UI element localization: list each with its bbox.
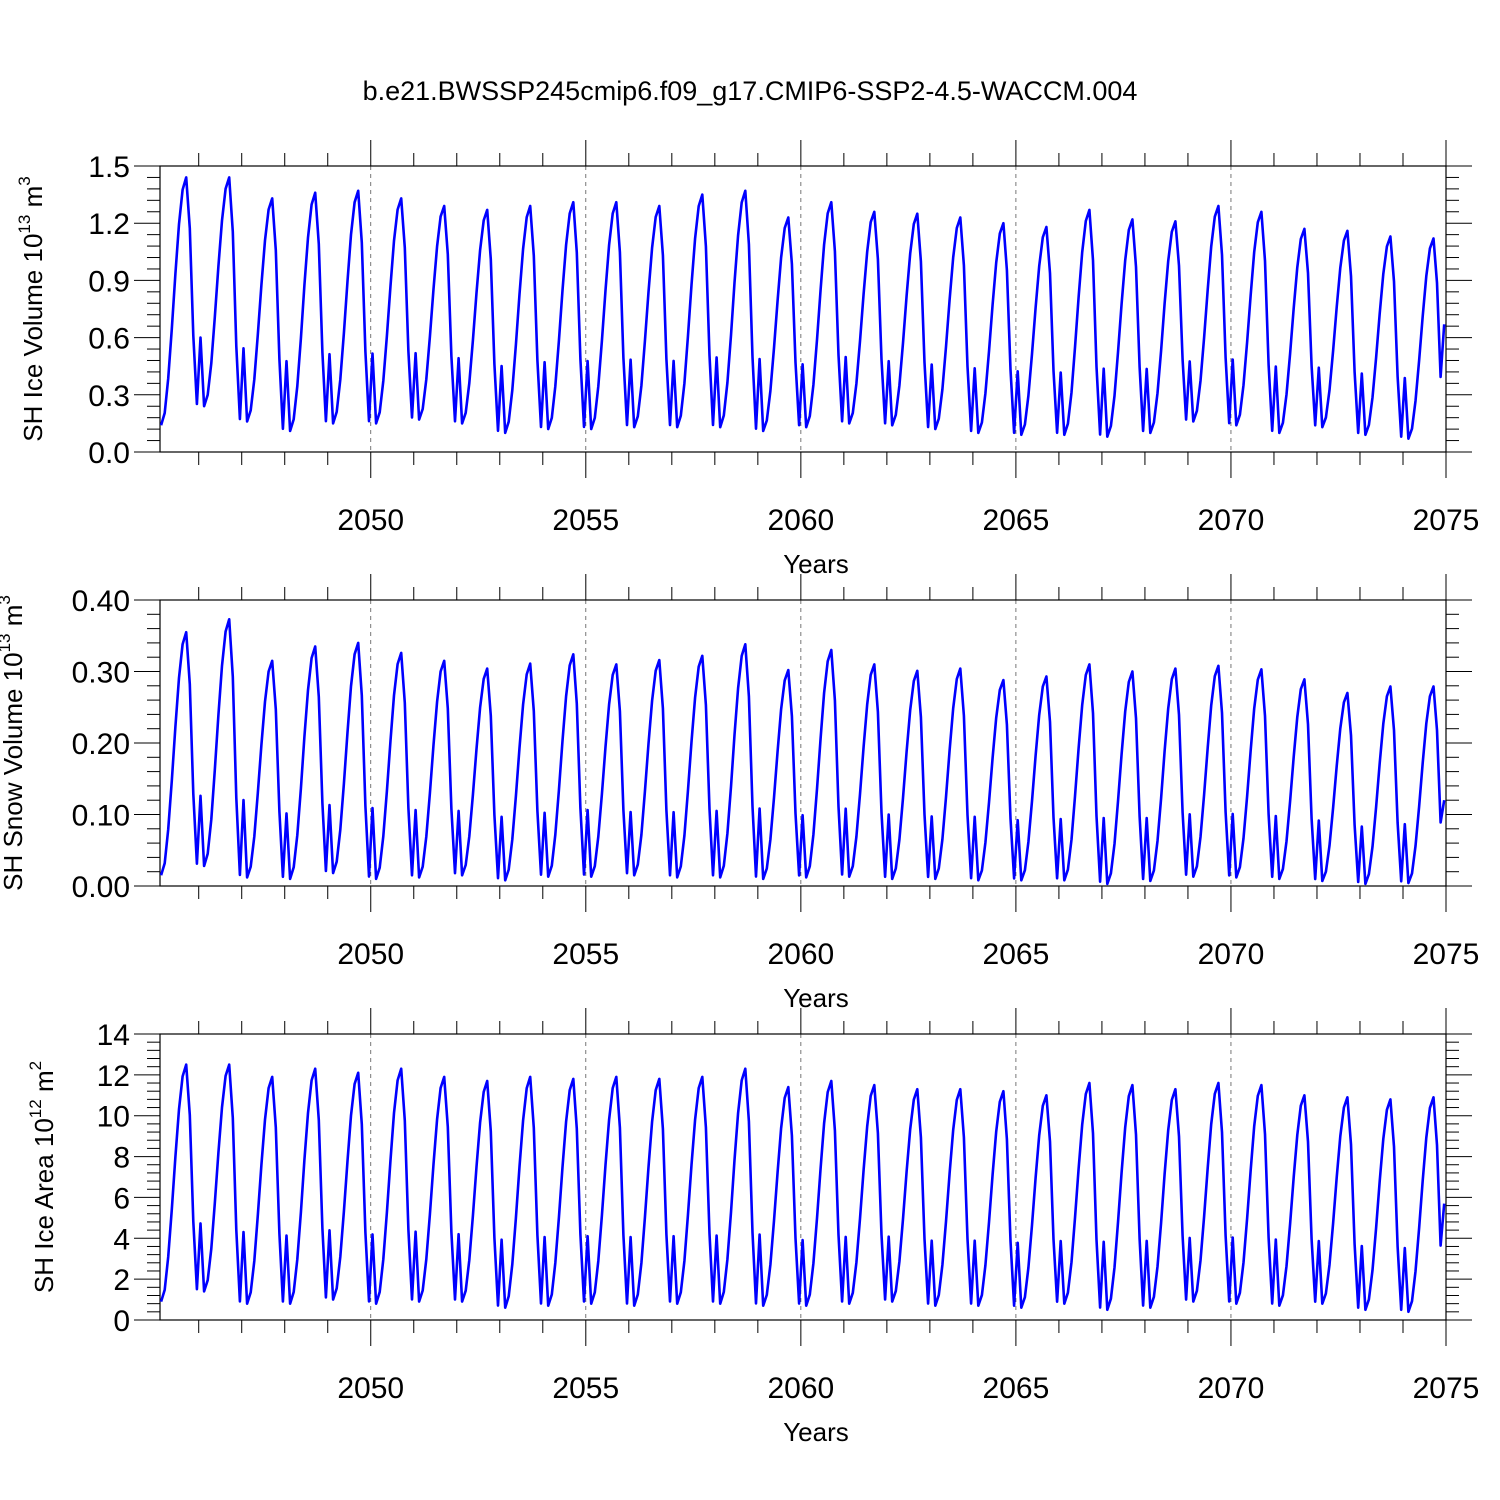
y-tick-label: 0 [113,1305,130,1338]
x-axis-label: Years [783,1417,849,1447]
y-axis-label: SH Snow Volume 1013 m3 [0,595,28,891]
y-axis-label: SH Ice Volume 1013 m3 [15,176,48,441]
y-tick-label: 6 [113,1182,130,1215]
series-line [159,1063,1446,1314]
snow-volume-panel: 0.00 0.10 0.20 0.30 0.40 2050 2055 2060 2065 2070… [0,574,1479,1013]
x-tick-label: 2065 [983,504,1050,537]
x-axis-label: Years [783,549,849,579]
y-tick-label: 0.9 [88,265,130,298]
y-tick-label: 0.40 [72,585,130,618]
ice-area-panel: 0 2 4 6 8 10 12 14 2050 2055 2060 2065 2070 2075 Years… [26,1008,1479,1447]
x-tick-label: 2075 [1413,1372,1480,1405]
x-tick-label: 2055 [552,938,619,971]
x-tick-label: 2070 [1198,504,1265,537]
y-tick-label: 0.3 [88,380,130,413]
ice-volume-panel: 0.0 0.3 0.6 0.9 1.2 1.5 2050 2055 2060 2065 2070 20… [15,140,1479,579]
plot-frame [159,165,1447,453]
y-tick-label: 8 [113,1142,130,1175]
x-tick-label: 2070 [1198,1372,1265,1405]
series-line [159,618,1446,886]
x-tick-label: 2055 [552,1372,619,1405]
x-tick-label: 2075 [1413,938,1480,971]
x-tick-label: 2060 [767,504,834,537]
y-tick-label: 0.00 [72,871,130,904]
x-tick-label: 2065 [983,1372,1050,1405]
x-tick-label: 2075 [1413,504,1480,537]
y-axis-label: SH Ice Area 1012 m2 [26,1061,59,1293]
x-tick-label: 2050 [337,504,404,537]
y-tick-label: 14 [97,1019,130,1052]
series-line [159,176,1446,440]
y-tick-label: 4 [113,1223,130,1256]
y-tick-label: 1.5 [88,151,130,184]
x-tick-label: 2065 [983,938,1050,971]
y-tick-label: 0.30 [72,657,130,690]
y-tick-label: 10 [97,1101,130,1134]
x-tick-label: 2050 [337,938,404,971]
x-axis-label: Years [783,983,849,1013]
y-tick-label: 0.6 [88,323,130,356]
x-tick-label: 2060 [767,938,834,971]
chart-title: b.e21.BWSSP245cmip6.f09_g17.CMIP6-SSP2-4… [362,76,1138,106]
x-tick-label: 2060 [767,1372,834,1405]
y-tick-label: 1.2 [88,208,130,241]
y-tick-label: 2 [113,1264,130,1297]
x-tick-label: 2055 [552,504,619,537]
plot-frame [159,1033,1447,1321]
x-tick-label: 2050 [337,1372,404,1405]
y-tick-label: 0.0 [88,437,130,470]
y-tick-label: 12 [97,1060,130,1093]
y-tick-label: 0.10 [72,800,130,833]
x-tick-label: 2070 [1198,938,1265,971]
y-tick-label: 0.20 [72,728,130,761]
